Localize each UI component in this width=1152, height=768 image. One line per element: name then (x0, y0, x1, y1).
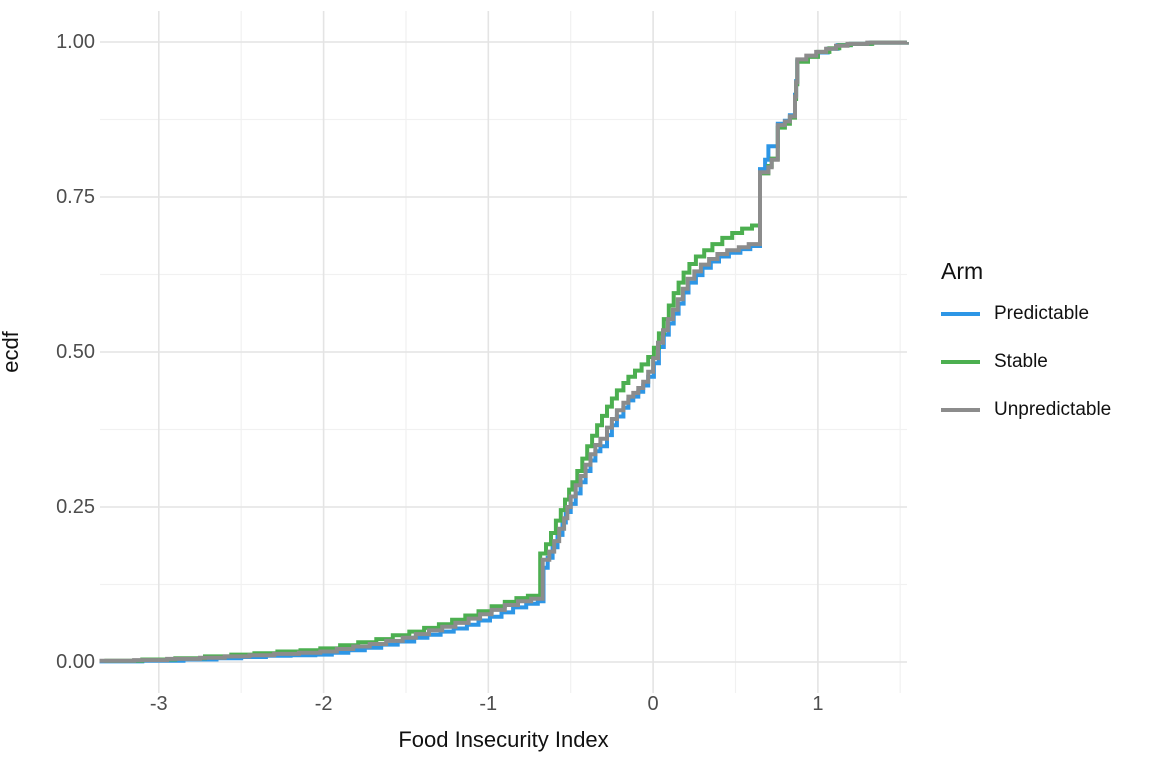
x-tick-label: 0 (647, 693, 659, 715)
legend-label: Stable (994, 351, 1048, 372)
y-tick-label: 1.00 (56, 31, 95, 53)
y-axis-title: ecdf (0, 331, 23, 373)
legend-title: Arm (941, 258, 984, 284)
x-axis-title: Food Insecurity Index (398, 727, 609, 752)
legend-key-line-icon (941, 360, 980, 364)
legend-item-stable: Stable (941, 349, 1146, 375)
y-tick-label: 0.25 (56, 496, 95, 518)
legend-label: Unpredictable (994, 399, 1112, 420)
legend-item-unpredictable: Unpredictable (941, 397, 1146, 423)
legend: Arm Predictable Stable Unpredictable (941, 256, 1146, 445)
x-tick-label: 1 (812, 693, 824, 715)
legend-items: Predictable Stable Unpredictable (941, 301, 1146, 423)
x-tick-label: -3 (149, 693, 168, 715)
ecdf-line-unpredictable (99, 40, 909, 663)
y-tick-label: 0.75 (56, 186, 95, 208)
x-tick-label: -2 (314, 693, 333, 715)
y-tick-label: 0.50 (56, 341, 95, 363)
legend-key-line-icon (941, 312, 980, 316)
y-tick-label: 0.00 (56, 651, 95, 673)
legend-key-line-icon (941, 408, 980, 412)
legend-label: Predictable (994, 303, 1090, 324)
legend-item-predictable: Predictable (941, 301, 1146, 327)
x-tick-label: -1 (479, 693, 498, 715)
